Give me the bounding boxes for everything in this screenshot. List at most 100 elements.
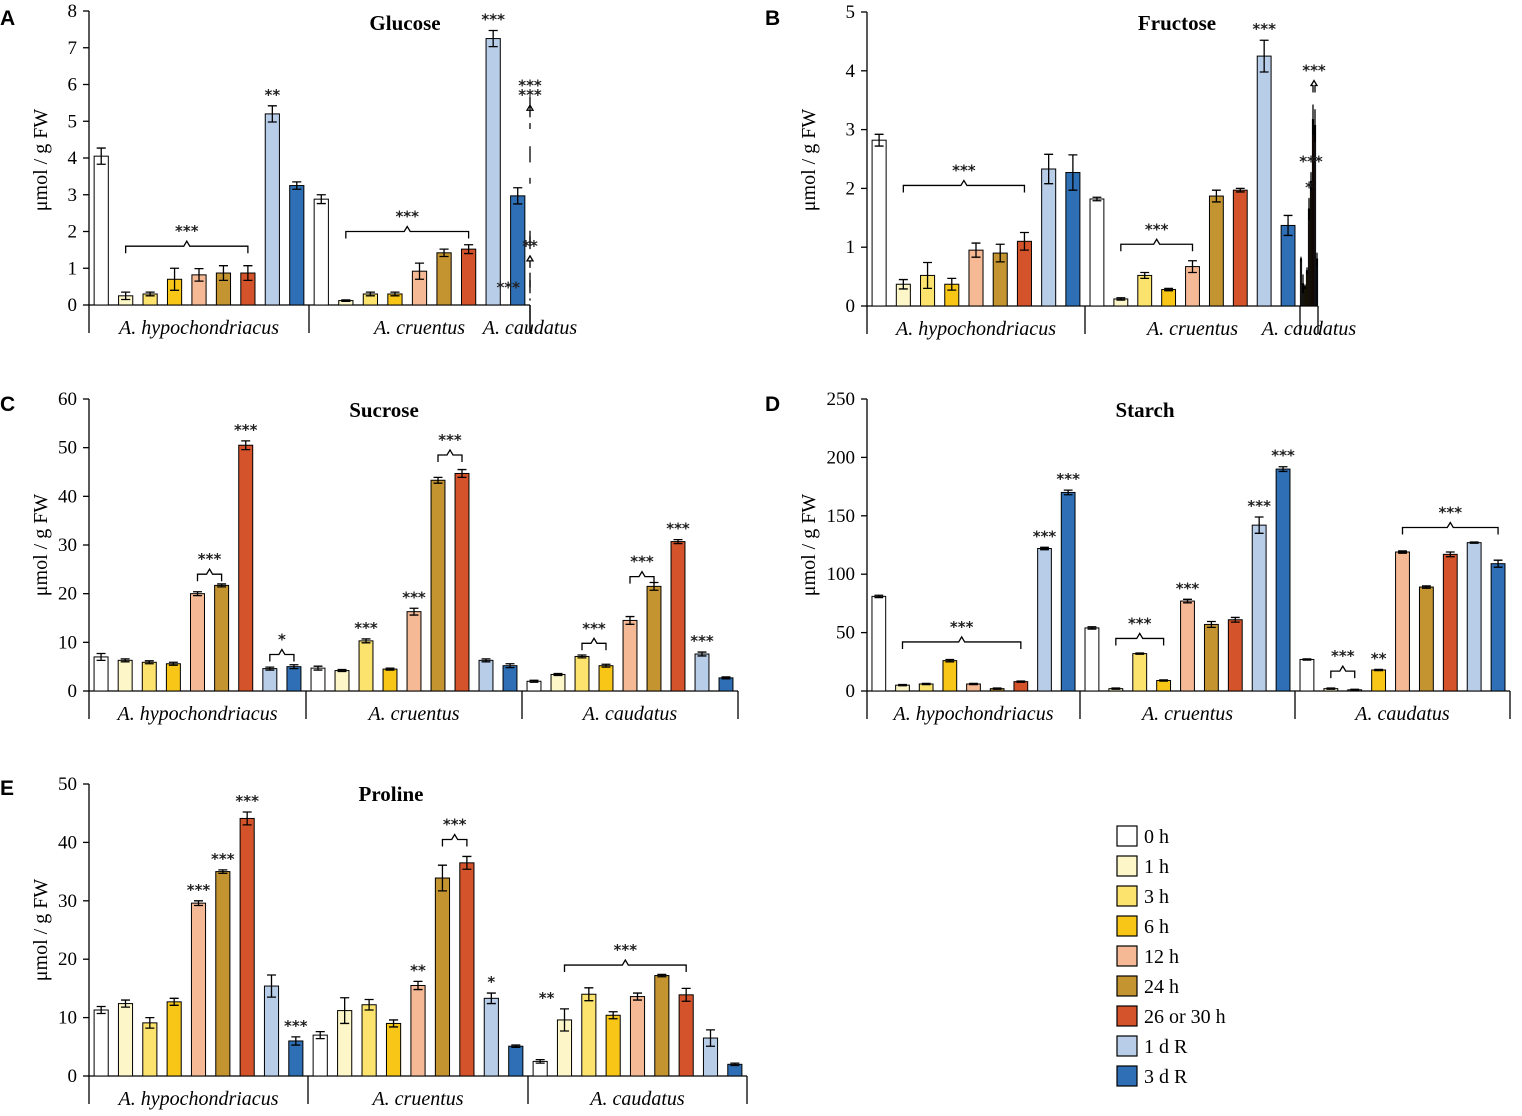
bar-3-h [142,1022,158,1077]
bar-3-d-R [502,665,518,692]
significance-bracket [902,179,1026,193]
bar-6-h [165,663,181,692]
y-tick-label: 30 [58,891,77,912]
bar-0-h [313,198,329,306]
chart-title: Glucose [369,11,440,35]
error-bar [385,667,395,671]
bar-1-d-R [483,997,499,1077]
error-bar [898,683,907,687]
y-tick-label: 200 [827,447,856,468]
bar-26-or-30-h [1013,681,1029,692]
group-label: A. caudatus [581,703,678,725]
bar-26-or-30-h [460,248,477,306]
error-bar [1306,267,1308,275]
bar-24-h [215,871,231,1077]
y-tick-label: 0 [68,1066,78,1087]
y-tick-label: 0 [68,295,78,316]
y-axis-label: μmol / g FW [30,109,52,212]
legend-label: 26 or 30 h [1144,1006,1226,1028]
legend-swatch [1116,825,1138,847]
bar-3-h [1137,274,1153,307]
group-label: A. caudatus [588,1088,685,1110]
bracket-label: *** [1331,647,1355,665]
bar-24-h [214,584,230,692]
significance-bracket [563,958,687,973]
error-bar [577,654,587,659]
error-bar [265,666,275,671]
group-label: A. caudatus [481,317,578,339]
significance-bracket [1309,79,1319,93]
significance-marker: *** [481,10,505,28]
group-label: A. hypochondriacus [117,1088,279,1110]
error-bar [96,147,106,165]
bar-3-d-R [1275,468,1291,692]
error-bar [511,1044,521,1049]
legend-label: 1 h [1144,856,1169,878]
error-bar [437,864,447,892]
panel-letter: D [765,393,780,416]
y-tick-label: 1 [68,258,78,279]
error-bar [313,665,323,671]
significance-marker: *** [402,588,426,606]
bar-0-h [93,1009,109,1077]
bar-26-or-30-h [239,817,255,1077]
error-bar [218,869,228,875]
bar-0-h [1084,627,1100,692]
error-bar [341,299,351,302]
error-bar [529,679,539,683]
error-bar [1211,189,1221,203]
y-tick-label: 30 [58,535,77,556]
error-bar [1308,197,1310,221]
error-bar [921,682,931,686]
bar-6-h [385,1022,402,1077]
bar-3-d-R [1315,258,1319,307]
error-bar [390,291,400,297]
significance-marker: ** [539,989,555,1007]
error-bar [1063,489,1073,496]
error-bar [169,997,179,1006]
bar-1-d-R [1256,55,1272,307]
bar-12-h [406,611,422,692]
y-tick-label: 2 [68,222,78,243]
legend-label: 6 h [1144,916,1169,938]
bar-3-d-R [1490,563,1506,692]
error-bar [457,468,467,479]
y-tick-label: 3 [68,185,78,206]
bar-26-or-30-h [238,444,254,692]
error-bar [673,538,683,545]
error-bar [992,687,1002,690]
bar-24-h [1418,586,1434,692]
significance-bracket [1120,237,1194,252]
bracket-label: *** [614,941,638,959]
error-bar [1044,153,1054,185]
error-bar [414,262,425,280]
error-bar [1304,284,1306,290]
bar-3-h [1132,653,1148,692]
error-bar [486,992,496,1005]
error-bar [1111,687,1121,690]
legend-label: 3 d R [1144,1066,1188,1088]
bar-0-h [1299,258,1303,307]
significance-marker: *** [1271,447,1295,465]
bracket-label: *** [1439,503,1463,521]
bar-1-d-R [263,985,280,1077]
error-bar [120,999,131,1008]
error-bar [1019,231,1029,251]
significance-bracket [525,254,535,268]
group-label: A. cruentus [370,1088,463,1110]
error-bar [193,900,204,907]
error-bar [553,672,563,677]
bar-26-or-30-h [1016,240,1032,307]
y-tick-label: 10 [58,632,77,653]
error-bar [217,583,227,588]
error-bar [1350,688,1360,692]
significance-marker: *** [518,76,542,94]
significance-bracket [437,448,463,462]
significance-bracket [345,225,470,239]
error-bar [721,676,731,680]
error-bar [535,1059,545,1064]
error-bar [1445,551,1455,558]
bar-3-d-R [289,185,305,306]
y-tick-label: 0 [846,296,856,317]
error-bar [995,243,1005,263]
